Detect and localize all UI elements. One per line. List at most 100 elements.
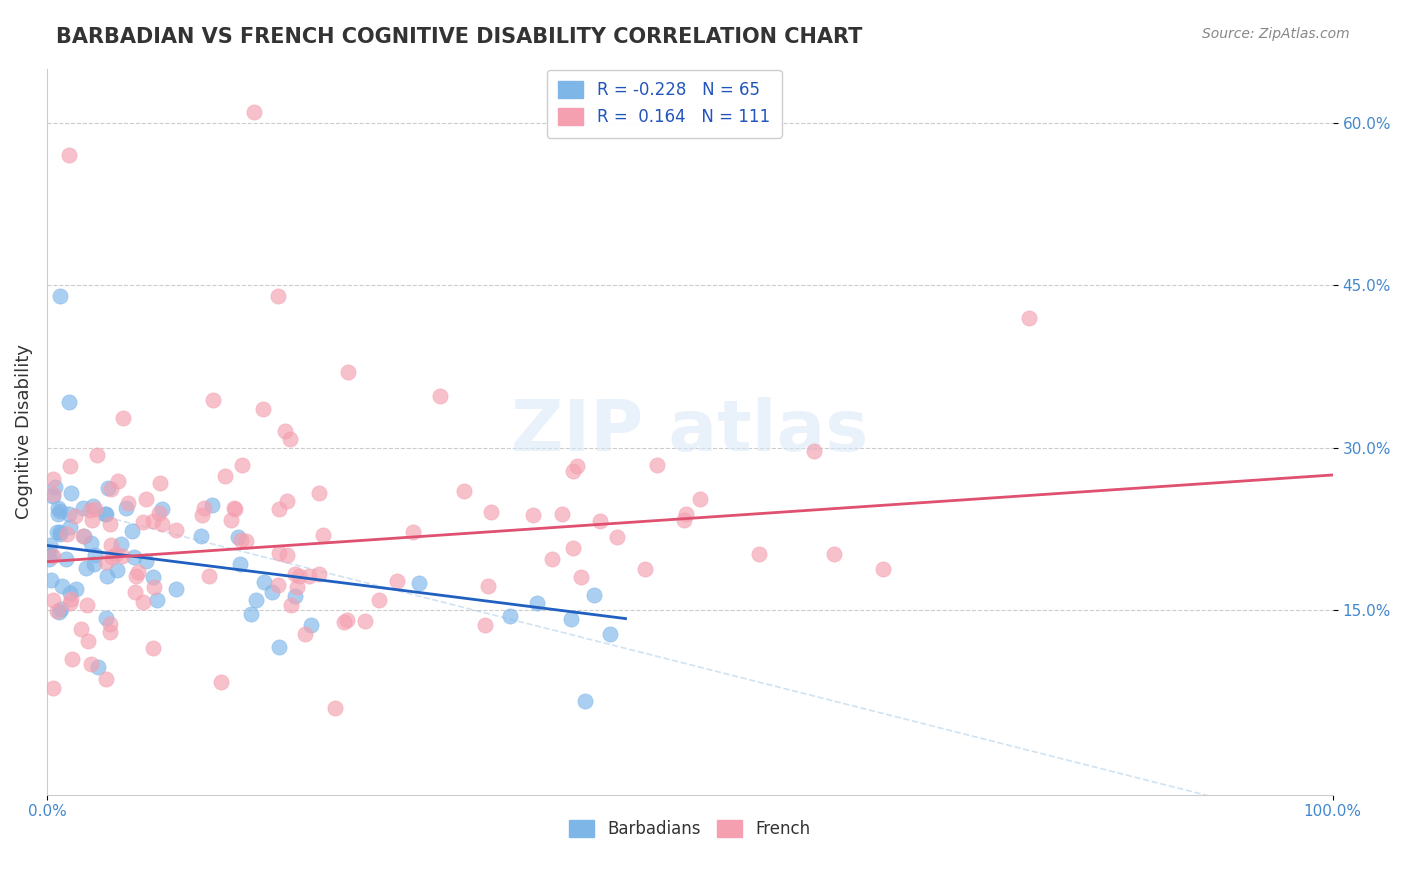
Point	[284, 566, 307, 581]
Point	[56, 527, 79, 541]
Point	[100, 482, 122, 496]
Point	[239, 607, 262, 622]
Point	[44, 480, 66, 494]
Point	[284, 589, 307, 603]
Point	[278, 432, 301, 446]
Point	[165, 582, 187, 596]
Point	[42, 549, 65, 563]
Point	[332, 615, 354, 629]
Point	[83, 548, 105, 562]
Point	[298, 568, 321, 582]
Y-axis label: Cognitive Disability: Cognitive Disability	[15, 344, 32, 519]
Point	[569, 570, 592, 584]
Point	[59, 519, 82, 533]
Point	[689, 492, 711, 507]
Point	[58, 596, 80, 610]
Point	[574, 694, 596, 708]
Point	[59, 586, 82, 600]
Point	[93, 507, 115, 521]
Point	[269, 501, 291, 516]
Point	[288, 569, 311, 583]
Point	[276, 494, 298, 508]
Point	[190, 529, 212, 543]
Point	[59, 486, 82, 500]
Point	[49, 525, 72, 540]
Point	[80, 513, 103, 527]
Point	[201, 499, 224, 513]
Point	[72, 500, 94, 515]
Point	[219, 513, 242, 527]
Point	[142, 640, 165, 655]
Point	[214, 468, 236, 483]
Point	[335, 613, 357, 627]
Point	[267, 547, 290, 561]
Point	[72, 529, 94, 543]
Point	[526, 596, 548, 610]
Point	[135, 553, 157, 567]
Point	[51, 579, 73, 593]
Point	[142, 514, 165, 528]
Point	[149, 476, 172, 491]
Point	[75, 560, 97, 574]
Point	[37, 546, 59, 560]
Point	[127, 565, 149, 579]
Point	[96, 672, 118, 686]
Point	[308, 567, 330, 582]
Point	[132, 595, 155, 609]
Point	[231, 533, 253, 547]
Point	[353, 615, 375, 629]
Point	[165, 523, 187, 537]
Point	[42, 472, 65, 486]
Point	[59, 591, 82, 606]
Point	[45, 604, 67, 618]
Point	[387, 574, 409, 588]
Point	[267, 640, 290, 655]
Point	[132, 516, 155, 530]
Point	[226, 530, 249, 544]
Point	[479, 505, 502, 519]
Point	[115, 500, 138, 515]
Point	[100, 549, 122, 564]
Point	[197, 569, 219, 583]
Point	[224, 502, 246, 516]
Legend: Barbadians, French: Barbadians, French	[562, 813, 817, 845]
Point	[83, 502, 105, 516]
Point	[97, 481, 120, 495]
Point	[540, 551, 562, 566]
Point	[94, 611, 117, 625]
Point	[112, 410, 135, 425]
Point	[599, 626, 621, 640]
Text: BARBADIAN VS FRENCH COGNITIVE DISABILITY CORRELATION CHART: BARBADIAN VS FRENCH COGNITIVE DISABILITY…	[56, 27, 863, 46]
Point	[565, 459, 588, 474]
Point	[94, 508, 117, 522]
Point	[252, 402, 274, 417]
Point	[142, 580, 165, 594]
Point	[294, 627, 316, 641]
Point	[148, 506, 170, 520]
Point	[104, 547, 127, 561]
Point	[58, 148, 80, 162]
Point	[1018, 310, 1040, 325]
Point	[79, 503, 101, 517]
Point	[98, 617, 121, 632]
Point	[49, 504, 72, 518]
Point	[60, 652, 83, 666]
Point	[98, 516, 121, 531]
Point	[58, 507, 80, 521]
Point	[262, 584, 284, 599]
Point	[211, 674, 233, 689]
Point	[453, 484, 475, 499]
Point	[55, 552, 77, 566]
Point	[100, 538, 122, 552]
Point	[42, 681, 65, 696]
Point	[76, 634, 98, 648]
Point	[562, 541, 585, 555]
Point	[76, 598, 98, 612]
Point	[280, 599, 302, 613]
Point	[308, 486, 330, 500]
Point	[285, 580, 308, 594]
Point	[367, 593, 389, 607]
Text: ZIP atlas: ZIP atlas	[512, 397, 869, 467]
Point	[58, 395, 80, 409]
Point	[337, 365, 360, 379]
